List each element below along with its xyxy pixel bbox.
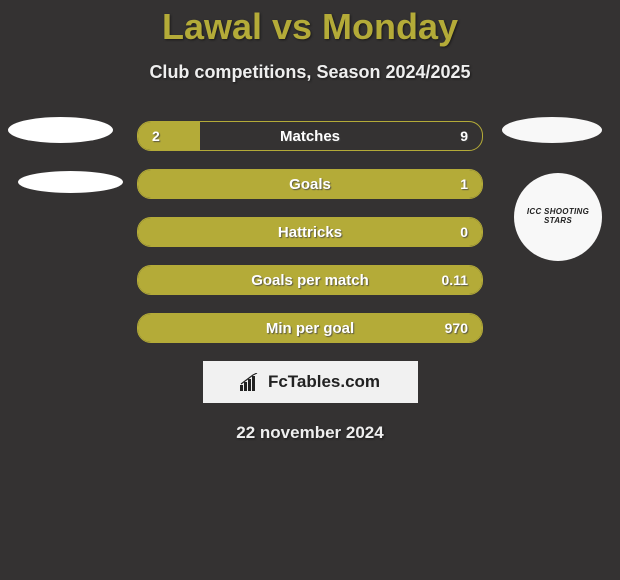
stat-value-right: 970 bbox=[445, 314, 468, 342]
stat-bars: 2 Matches 9 Goals 1 Hattricks 0 bbox=[137, 121, 483, 343]
stat-value-right: 0.11 bbox=[442, 266, 468, 294]
stat-label: Goals bbox=[138, 170, 482, 198]
brand-badge: FcTables.com bbox=[203, 361, 418, 403]
left-team-badge-1 bbox=[8, 117, 113, 143]
stat-value-right: 9 bbox=[460, 122, 468, 150]
stat-bar-min-per-goal: Min per goal 970 bbox=[137, 313, 483, 343]
right-team-badge-1 bbox=[502, 117, 602, 143]
left-team-badge-2 bbox=[18, 171, 123, 193]
stat-label: Hattricks bbox=[138, 218, 482, 246]
right-team-logo-text: ICC SHOOTING STARS bbox=[514, 208, 602, 226]
stat-value-right: 1 bbox=[460, 170, 468, 198]
brand-text: FcTables.com bbox=[268, 372, 380, 392]
stat-value-right: 0 bbox=[460, 218, 468, 246]
stat-bar-goals: Goals 1 bbox=[137, 169, 483, 199]
chart-bars-icon bbox=[240, 373, 262, 391]
right-team-badge-2: ICC SHOOTING STARS bbox=[514, 173, 602, 261]
stat-bar-hattricks: Hattricks 0 bbox=[137, 217, 483, 247]
stat-label: Goals per match bbox=[138, 266, 482, 294]
stat-bar-goals-per-match: Goals per match 0.11 bbox=[137, 265, 483, 295]
stat-bar-matches: 2 Matches 9 bbox=[137, 121, 483, 151]
page-subtitle: Club competitions, Season 2024/2025 bbox=[0, 62, 620, 83]
comparison-content: ICC SHOOTING STARS 2 Matches 9 Goals 1 bbox=[0, 121, 620, 443]
stat-label: Matches bbox=[138, 122, 482, 150]
page-title: Lawal vs Monday bbox=[0, 0, 620, 48]
stat-label: Min per goal bbox=[138, 314, 482, 342]
footer-date: 22 november 2024 bbox=[0, 423, 620, 443]
